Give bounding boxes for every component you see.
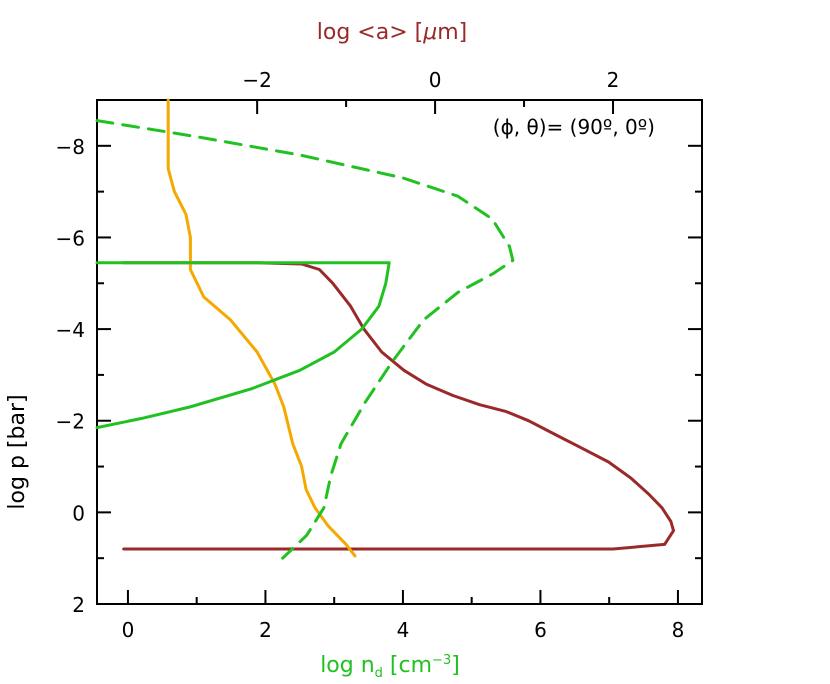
- top-axis-label-main: log <a> [: [317, 20, 423, 45]
- series-line-1: [122, 261, 675, 551]
- top-axis-tick-label: 2: [607, 68, 620, 92]
- left-axis-tick-label: −2: [56, 410, 85, 434]
- bottom-axis-tick-label: 4: [397, 618, 410, 642]
- series-line-4: [95, 119, 515, 560]
- series-line-3: [95, 261, 391, 430]
- left-axis-tick-label: 2: [72, 593, 85, 617]
- bottom-axis-tick-label: 2: [259, 618, 272, 642]
- top-axis-label-mu: μ: [422, 20, 437, 45]
- left-axis-tick-label: 0: [72, 501, 85, 525]
- top-axis-label-unit: m]: [437, 20, 467, 45]
- bottom-axis-title: log nd [cm−3]: [320, 653, 460, 681]
- left-axis-title: log p [bar]: [5, 394, 30, 509]
- bottom-axis-tick-label: 6: [534, 618, 547, 642]
- series-layer: [95, 98, 675, 560]
- left-axis-tick-label: −4: [56, 318, 85, 342]
- bottom-axis-label-sub: d: [375, 666, 383, 681]
- tick-layer: 0 2 4 6 8 −2 0 2 −8 −6 −4 −2 0 2: [56, 68, 702, 642]
- bottom-axis-label-close: ]: [451, 653, 460, 678]
- series-line-2: [166, 98, 357, 558]
- top-axis-title: log <a> [μm]: [317, 20, 467, 45]
- top-axis-tick-label: 0: [429, 68, 442, 92]
- bottom-axis-tick-label: 8: [672, 618, 685, 642]
- left-axis-tick-label: −6: [56, 226, 85, 250]
- left-axis-tick-label: −8: [56, 135, 85, 159]
- bottom-axis-label-unit: [cm: [383, 653, 432, 678]
- top-axis-tick-label: −2: [242, 68, 271, 92]
- plot-area: [96, 99, 703, 605]
- bottom-axis-label-exp: −3: [432, 653, 451, 668]
- plot-frame: [96, 99, 703, 605]
- annotation-phi-theta: (ϕ, θ)= (90º, 0º): [493, 115, 655, 139]
- bottom-axis-label-main: log n: [320, 653, 374, 678]
- bottom-axis-tick-label: 0: [122, 618, 135, 642]
